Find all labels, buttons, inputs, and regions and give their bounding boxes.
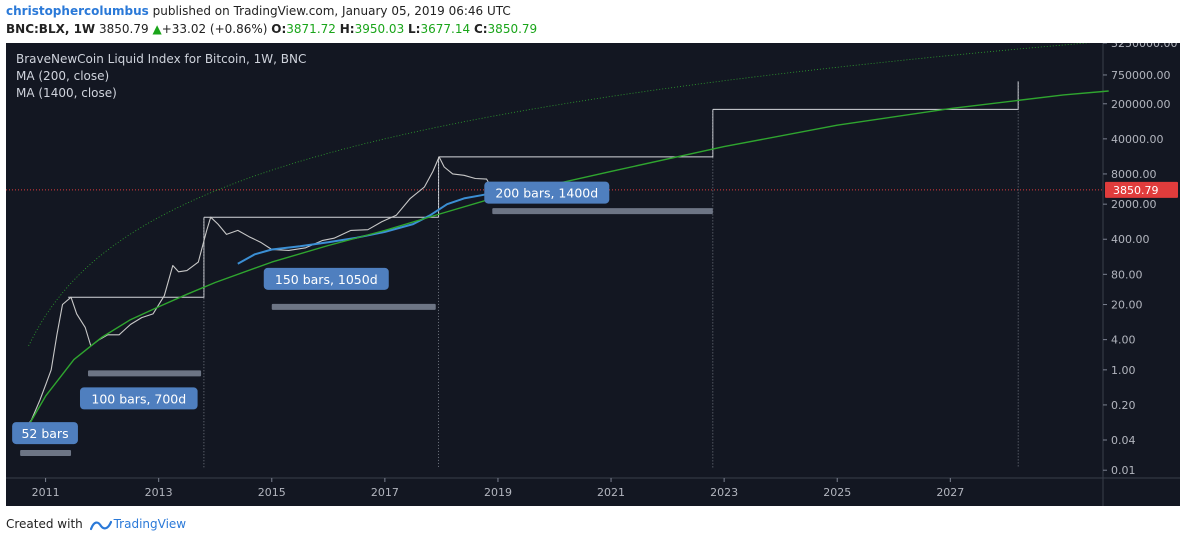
price-series	[22, 156, 499, 432]
triangle-up-icon: ▲	[152, 22, 162, 36]
x-tick-label: 2025	[823, 486, 851, 499]
price-axis	[1103, 43, 1180, 506]
x-tick-label: 2015	[258, 486, 286, 499]
range-label-2: 100 bars, 700d	[79, 387, 198, 410]
range-label-3: 150 bars, 1050d	[263, 267, 389, 290]
tradingview-link[interactable]: TradingView	[113, 517, 187, 531]
high-label: H:	[339, 22, 355, 36]
footer: Created with TradingView	[6, 517, 186, 531]
symbol-label: BNC:BLX, 1W	[6, 22, 96, 36]
open-value: 3871.72	[286, 22, 336, 36]
high-value: 3950.03	[354, 22, 405, 36]
x-tick-label: 2011	[32, 486, 60, 499]
legend-title: BraveNewCoin Liquid Index for Bitcoin, 1…	[16, 52, 307, 66]
y-tick-label: 8000.00	[1111, 168, 1157, 181]
chart-legend: BraveNewCoin Liquid Index for Bitcoin, 1…	[16, 51, 306, 102]
ma200-series	[237, 191, 499, 265]
y-tick-label: 0.20	[1111, 399, 1136, 412]
y-tick-label: 4.00	[1111, 334, 1136, 347]
last-price-tag-text: 3850.79	[1113, 184, 1159, 197]
y-tick-label: 750000.00	[1111, 69, 1171, 82]
range-bar-4	[492, 208, 713, 215]
last-price-tag: 3850.79	[1105, 181, 1178, 198]
x-tick-label: 2019	[484, 486, 512, 499]
range-label-text: 52 bars	[21, 426, 68, 441]
close-value: 3850.79	[487, 22, 538, 36]
open-label: O:	[271, 22, 287, 36]
quote-line: BNC:BLX, 1W 3850.79 ▲+33.02 (+0.86%) O:3…	[6, 22, 537, 36]
range-bar-2	[87, 370, 202, 377]
y-tick-label: 80.00	[1111, 268, 1143, 281]
y-tick-label: 3250000.00	[1111, 43, 1177, 50]
legend-ma200[interactable]: MA (200, close)	[16, 69, 110, 83]
ma1400-series	[22, 90, 1109, 436]
close-label: C:	[473, 22, 488, 36]
low-label: L:	[408, 22, 421, 36]
publish-info: published on TradingView.com, January 05…	[152, 4, 511, 18]
range-label-4: 200 bars, 1400d	[484, 181, 610, 204]
y-tick-label: 20.00	[1111, 299, 1143, 312]
last-price: 3850.79	[99, 22, 149, 36]
range-label-bg	[263, 267, 389, 290]
price-change: +33.02 (+0.86%)	[161, 22, 268, 36]
y-tick-label: 200000.00	[1111, 98, 1171, 111]
y-tick-label: 400.00	[1111, 233, 1150, 246]
price-chart[interactable]: 3250000.00 750000.00 200000.00 40000.00 8000…	[6, 43, 1180, 506]
range-label-text: 150 bars, 1050d	[275, 272, 378, 287]
chart-background	[6, 43, 1180, 506]
x-tick-label: 2023	[710, 486, 738, 499]
range-box-1	[68, 217, 205, 298]
last-price-tag-bg	[1105, 181, 1178, 198]
y-tick-label: 40000.00	[1111, 133, 1164, 146]
upper-trend-curve	[28, 43, 1091, 346]
range-label-bg	[79, 387, 198, 410]
x-tick-label: 2021	[597, 486, 625, 499]
publish-header: christophercolumbus published on Trading…	[6, 4, 511, 18]
y-tick-label: 1.00	[1111, 364, 1136, 377]
legend-ma1400[interactable]: MA (1400, close)	[16, 86, 117, 100]
range-label-text: 100 bars, 700d	[91, 391, 186, 406]
range-label-bg	[484, 181, 610, 204]
range-label-bg	[12, 422, 78, 445]
range-bar-1	[20, 450, 72, 457]
x-tick-label: 2027	[936, 486, 964, 499]
low-value: 3677.14	[420, 22, 471, 36]
range-label-1: 52 bars	[12, 422, 78, 445]
x-tick-label: 2013	[145, 486, 173, 499]
created-with-text: Created with	[6, 517, 83, 531]
y-tick-label: 0.04	[1111, 434, 1136, 447]
range-bar-3	[271, 303, 436, 310]
range-label-text: 200 bars, 1400d	[495, 186, 598, 201]
author-link[interactable]: christophercolumbus	[6, 4, 149, 18]
y-tick-label: 0.01	[1111, 464, 1136, 477]
x-tick-label: 2017	[371, 486, 399, 499]
tradingview-logo-icon	[89, 520, 112, 531]
y-tick-label: 2000.00	[1111, 198, 1157, 211]
chart-container[interactable]: 3250000.00 750000.00 200000.00 40000.00 8000…	[6, 43, 1180, 506]
